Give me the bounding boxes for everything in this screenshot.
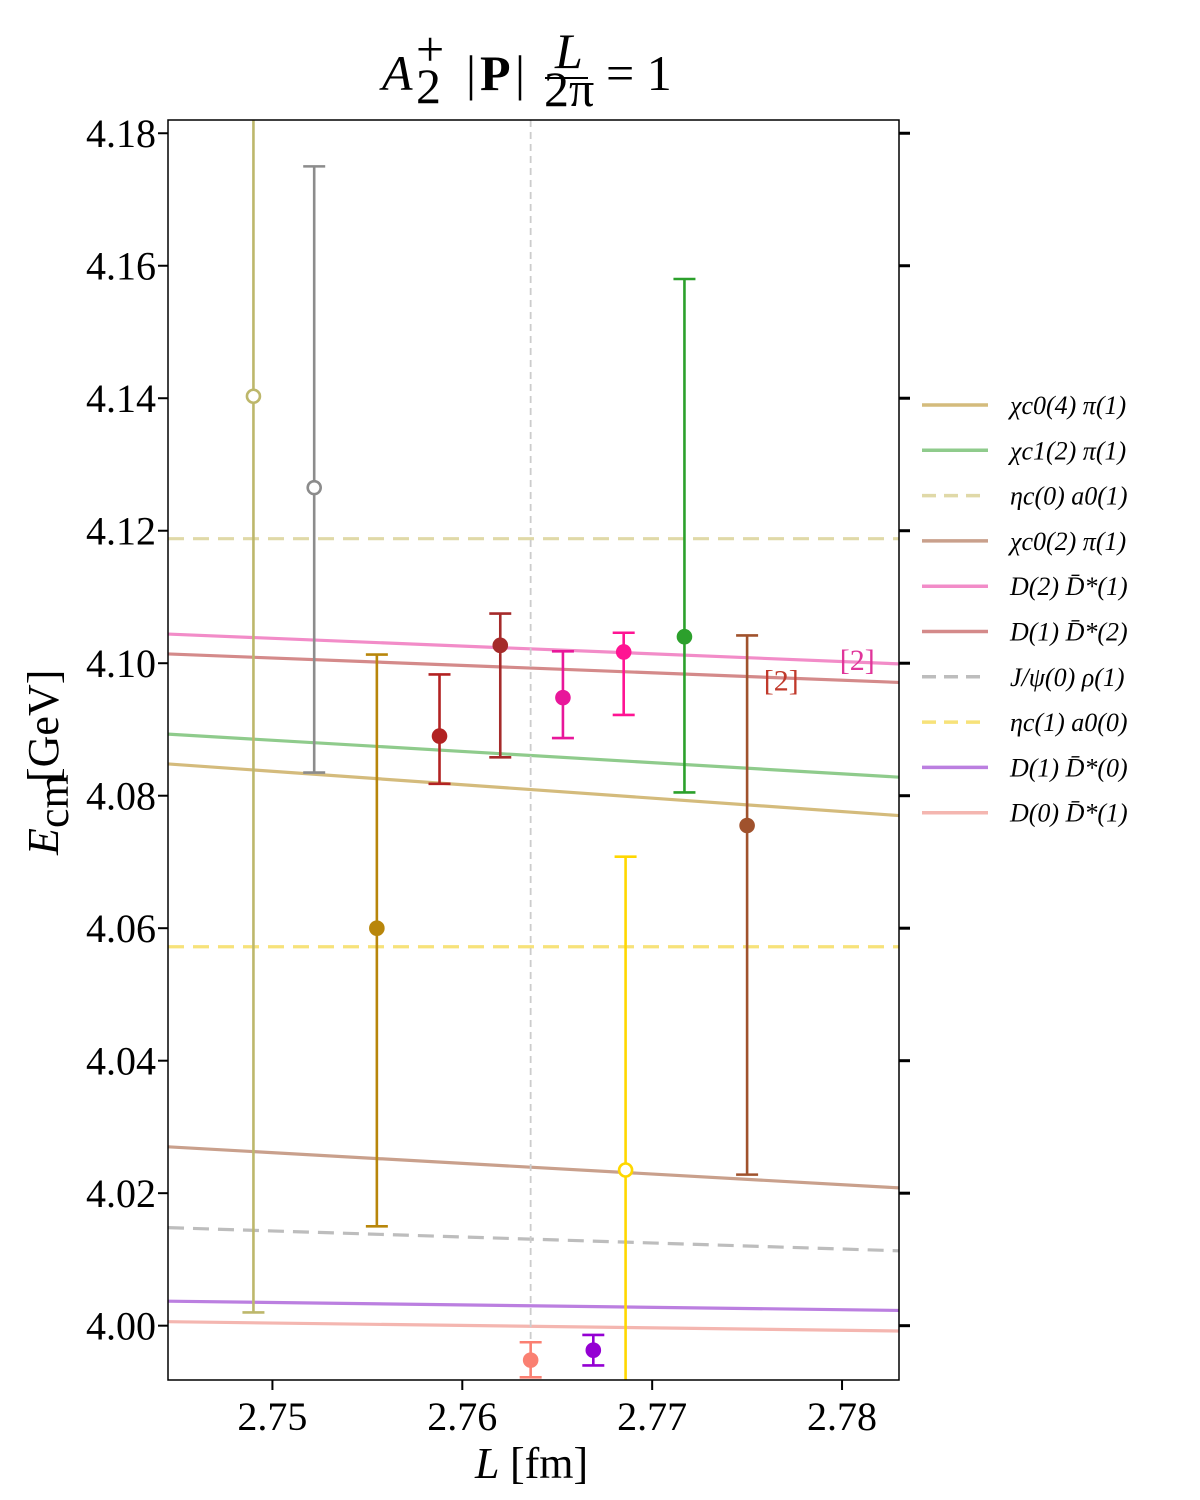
x-tick-label-2: 2.77 [617,1394,687,1439]
y-tick-label-9: 4.18 [86,111,156,156]
level-annotations: [2] [2] [764,644,875,698]
point-marker-9 [617,1162,634,1178]
point-marker-5 [522,1352,539,1368]
svg-text:[GeV]: [GeV] [19,670,68,782]
legend-label-9: D(0) D̄*(1) [1009,799,1128,828]
y-tick-label-4: 4.08 [86,774,156,819]
level-line-4 [167,632,900,666]
svg-text:L: L [474,1439,499,1488]
legend: χc0(4) π(1) χc1(2) π(1) ηc(0) a0(1) χc0(2) … [922,391,1128,828]
y-tick-label-0: 4.00 [86,1304,156,1349]
level-line-9 [167,1320,900,1333]
legend-label-8: D(1) D̄*(0) [1009,753,1128,782]
data-point-6 [551,649,574,740]
legend-item-6: J/ψ(0) ρ(1) [922,663,1125,692]
plot-frame [167,119,900,1381]
level-line-5 [167,652,900,685]
y-axis: 4.00 4.02 4.04 4.06 4.08 4.10 4.12 4.14 4.16 4.18 [86,111,168,1349]
y-tick-label-7: 4.14 [86,376,156,421]
legend-item-4: D(2) D̄*(1) [922,572,1128,601]
y-axis-right-ticks [899,131,910,1328]
level-line-6 [167,1226,900,1253]
svg-text:2π: 2π [544,61,594,117]
legend-label-4: D(2) D̄*(1) [1009,572,1128,601]
legend-item-9: D(0) D̄*(1) [922,799,1128,828]
data-point-3 [428,673,451,786]
svg-text:|: | [515,45,525,101]
legend-label-1: χc1(2) π(1) [1007,436,1126,465]
svg-text:A: A [379,45,413,101]
y-tick-label-1: 4.02 [86,1171,156,1216]
point-marker-7 [585,1342,602,1358]
point-marker-3 [431,728,448,744]
level-annotation-1: [2] [840,644,875,677]
data-point-1 [303,165,326,774]
svg-text:P: P [480,45,511,101]
chart-title: A 2 + | P | L 2π = 1 [379,21,672,117]
level-line-1 [167,732,900,779]
y-tick-label-8: 4.16 [86,244,156,289]
svg-text:2: 2 [416,58,441,114]
data-point-7 [582,1333,605,1367]
x-tick-label-3: 2.78 [807,1394,877,1439]
legend-label-6: J/ψ(0) ρ(1) [1010,663,1125,692]
data-point-8 [612,631,635,717]
y-tick-label-5: 4.10 [86,641,156,686]
svg-text:cm: cm [29,774,78,828]
point-marker-11 [739,817,755,834]
point-marker-4 [492,637,509,654]
legend-item-2: ηc(0) a0(1) [922,482,1128,511]
y-tick-label-3: 4.06 [86,906,156,951]
point-marker-10 [676,628,693,645]
svg-text:+: + [416,21,444,77]
y-axis-title: E cm [GeV] [19,670,78,856]
plot-area: [2] [2] [167,119,900,1381]
legend-item-3: χc0(2) π(1) [922,527,1126,556]
svg-text:= 1: = 1 [606,45,672,101]
svg-text:[fm]: [fm] [510,1439,588,1488]
legend-label-0: χc0(4) π(1) [1007,391,1126,420]
level-line-0 [167,762,900,818]
x-tick-label-1: 2.76 [427,1394,497,1439]
legend-label-5: D(1) D̄*(2) [1009,618,1128,647]
x-tick-label-0: 2.75 [237,1394,307,1439]
legend-label-2: ηc(0) a0(1) [1010,482,1128,511]
data-point-10 [673,277,696,794]
level-line-8 [167,1299,900,1313]
level-lines [167,537,900,1333]
legend-label-3: χc0(2) π(1) [1007,527,1126,556]
level-line-3 [167,1145,900,1190]
legend-item-1: χc1(2) π(1) [922,436,1126,465]
svg-text:|: | [466,45,476,101]
legend-item-5: D(1) D̄*(2) [922,618,1128,647]
point-marker-8 [615,644,632,660]
data-point-9 [614,855,637,1380]
data-point-2 [365,653,388,1228]
data-points [242,120,759,1380]
y-tick-label-6: 4.12 [86,509,156,554]
data-point-5 [519,1340,542,1379]
data-point-0 [242,120,265,1314]
svg-text:L: L [554,23,583,79]
data-point-11 [736,634,759,1176]
legend-item-7: ηc(1) a0(0) [922,708,1128,737]
point-marker-0 [245,388,262,405]
x-axis-title: L [fm] [474,1439,588,1488]
point-marker-6 [555,689,571,706]
legend-item-8: D(1) D̄*(0) [922,753,1128,782]
svg-text:E: E [19,828,68,856]
legend-item-0: χc0(4) π(1) [922,391,1126,420]
legend-label-7: ηc(1) a0(0) [1010,708,1128,737]
point-marker-2 [369,920,385,937]
x-axis: 2.75 2.76 2.77 2.78 [237,1380,877,1439]
level-annotation-0: [2] [764,664,799,697]
y-tick-label-2: 4.04 [86,1039,156,1084]
data-point-4 [489,612,512,759]
point-marker-1 [306,479,323,496]
